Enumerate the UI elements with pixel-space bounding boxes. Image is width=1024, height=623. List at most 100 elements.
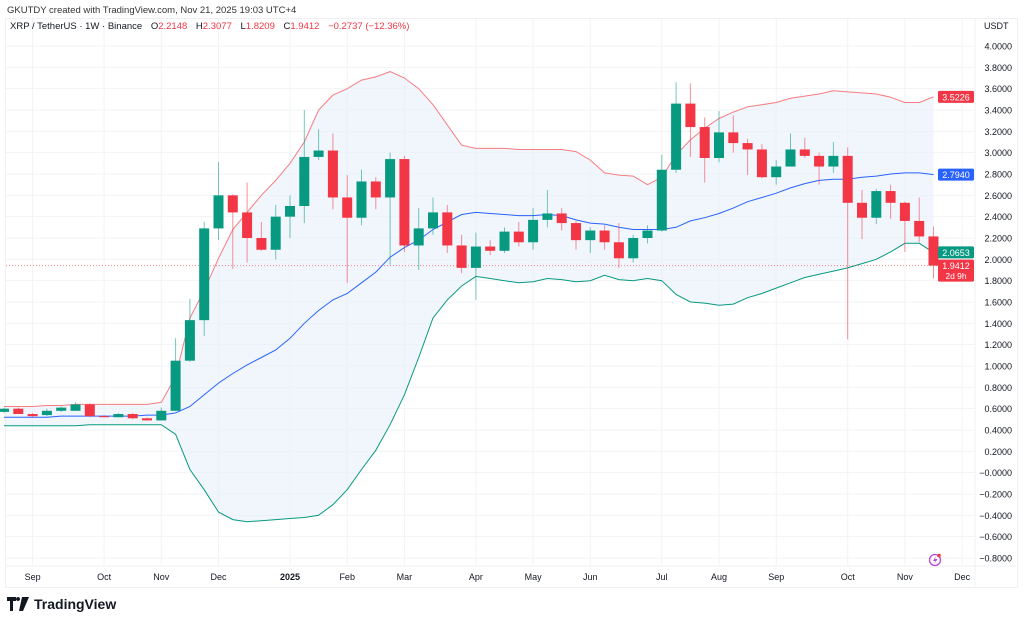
candle-down[interactable] — [84, 404, 95, 417]
candle-up[interactable] — [714, 132, 724, 159]
x-axis-tick-label: Sep — [768, 572, 784, 582]
candle-up[interactable] — [213, 195, 224, 229]
x-axis-tick-label: Jun — [583, 572, 598, 582]
candle-up[interactable] — [528, 219, 539, 243]
x-axis-tick-label: Oct — [97, 572, 112, 582]
x-axis-tick-label: May — [525, 572, 543, 582]
candle-up[interactable] — [656, 169, 667, 231]
candle-down[interactable] — [857, 202, 867, 218]
candle-down[interactable] — [256, 238, 267, 250]
lightning-icon[interactable] — [928, 553, 942, 567]
candle-up[interactable] — [170, 360, 181, 411]
price-badge-value: 1.9412 — [942, 261, 970, 271]
candle-down[interactable] — [814, 155, 825, 167]
candle-down[interactable] — [685, 103, 696, 128]
candle-down[interactable] — [756, 149, 767, 178]
candle-down[interactable] — [13, 408, 24, 415]
high-label: H — [195, 21, 203, 32]
candle-up[interactable] — [413, 228, 424, 246]
y-axis-tick-label: 1.4000 — [984, 319, 1012, 329]
candle-down[interactable] — [27, 414, 38, 417]
candle-down[interactable] — [742, 143, 753, 150]
candle-down[interactable] — [456, 245, 467, 268]
lightning-icon-bolt — [933, 556, 938, 565]
candle-down[interactable] — [899, 202, 910, 221]
candle-down[interactable] — [571, 223, 581, 241]
low-value: 1.8209 — [245, 21, 275, 32]
candle-up[interactable] — [628, 238, 639, 259]
candle-down[interactable] — [342, 197, 353, 218]
candle-down[interactable] — [485, 246, 496, 251]
candle-down[interactable] — [127, 414, 138, 419]
candle-down[interactable] — [242, 212, 253, 239]
y-axis-tick-label: 3.8000 — [984, 63, 1012, 73]
currency-label[interactable]: USDT — [984, 21, 1009, 31]
x-axis-tick-label: Mar — [397, 572, 413, 582]
candle-down[interactable] — [885, 191, 896, 203]
candle-down[interactable] — [928, 236, 939, 266]
y-axis-tick-label: −0.8000 — [979, 554, 1012, 564]
candle-up[interactable] — [828, 155, 839, 167]
candle-up[interactable] — [356, 181, 367, 218]
candle-up[interactable] — [285, 206, 295, 217]
candle-down[interactable] — [799, 149, 810, 156]
candle-down[interactable] — [699, 127, 710, 159]
candle-down[interactable] — [399, 159, 410, 246]
candle-down[interactable] — [370, 181, 381, 198]
candle-up[interactable] — [771, 166, 782, 178]
candle-up[interactable] — [199, 228, 210, 321]
candle-up[interactable] — [671, 103, 682, 170]
candle-down[interactable] — [513, 231, 524, 243]
candle-down[interactable] — [142, 418, 152, 421]
x-axis-tick-label: Oct — [841, 572, 856, 582]
candle-up[interactable] — [499, 231, 510, 251]
price-badge-value: 2.7940 — [942, 170, 970, 180]
y-axis-tick-label: 3.4000 — [984, 106, 1012, 116]
open-label: O — [150, 21, 159, 32]
y-axis-tick-label: 3.6000 — [984, 84, 1012, 94]
candle-up[interactable] — [585, 230, 596, 241]
candle-down[interactable] — [613, 242, 624, 259]
candle-up[interactable] — [642, 230, 653, 239]
candle-down[interactable] — [914, 220, 925, 237]
candle-up[interactable] — [871, 191, 882, 218]
candle-down[interactable] — [599, 230, 610, 243]
candle-up[interactable] — [385, 159, 396, 198]
y-axis-tick-label: 0.4000 — [984, 426, 1012, 436]
candle-up[interactable] — [0, 408, 9, 412]
y-axis-tick-label: 3.2000 — [984, 127, 1012, 137]
candle-up[interactable] — [41, 410, 52, 416]
candle-up[interactable] — [313, 150, 324, 157]
candle-up[interactable] — [785, 149, 796, 167]
candle-up[interactable] — [270, 216, 281, 250]
y-axis-tick-label: 2.0000 — [984, 255, 1012, 265]
candle-down[interactable] — [842, 155, 853, 203]
candle-down[interactable] — [327, 150, 338, 198]
y-axis-tick-label: 0.6000 — [984, 404, 1012, 414]
y-axis-tick-label: 1.2000 — [984, 340, 1012, 350]
candle-down[interactable] — [99, 416, 110, 418]
y-axis-tick-label: 2.6000 — [984, 191, 1012, 201]
candle-up[interactable] — [299, 156, 310, 207]
candle-down[interactable] — [227, 195, 238, 213]
candle-up[interactable] — [70, 404, 81, 411]
y-axis-tick-label: 0.2000 — [984, 447, 1012, 457]
candle-up[interactable] — [428, 212, 438, 229]
candle-up[interactable] — [542, 213, 553, 220]
candle-down[interactable] — [556, 213, 567, 224]
symbol-title[interactable]: XRP / TetherUS · 1W · Binance — [10, 21, 143, 32]
candle-down[interactable] — [442, 212, 453, 246]
candle-down[interactable] — [728, 132, 739, 144]
candle-up[interactable] — [184, 320, 195, 361]
price-badge — [938, 90, 974, 103]
candle-up[interactable] — [56, 407, 67, 411]
y-axis-tick-label: 2.2000 — [984, 234, 1012, 244]
candle-up[interactable] — [113, 414, 124, 418]
candle-up[interactable] — [156, 410, 167, 421]
tradingview-logo-icon — [7, 597, 29, 611]
price-badge — [938, 168, 974, 181]
symbol-legend: XRP / TetherUS · 1W · Binance O2.2148 H2… — [10, 21, 409, 32]
price-badge — [938, 259, 974, 282]
candle-up[interactable] — [470, 246, 481, 268]
